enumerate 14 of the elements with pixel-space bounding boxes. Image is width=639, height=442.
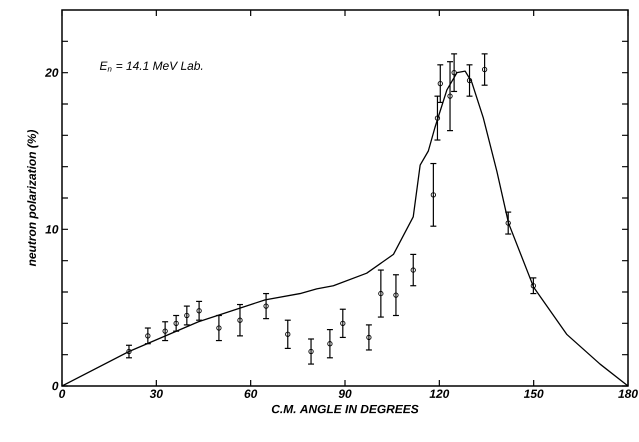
x-axis-title: C.M. ANGLE IN DEGREES [272, 404, 419, 414]
x-tick-label: 60 [244, 390, 258, 398]
y-tick-label: 0 [52, 382, 58, 390]
x-tick-label: 0 [59, 390, 66, 398]
point [126, 348, 132, 354]
x-tick-label: 120 [430, 390, 450, 398]
y-axis-title: neutron polarization (%) [27, 130, 38, 266]
x-tick-label: 90 [338, 390, 352, 398]
x-tick-label: 180 [618, 390, 638, 398]
x-tick-label: 30 [150, 390, 163, 398]
annotation: E$_{n}$ = 14.1 MeV Lab. [100, 61, 202, 72]
x-tick-label: 150 [524, 390, 544, 398]
y-tick-label: 20 [44, 68, 58, 77]
y-tick-label: 10 [45, 225, 58, 234]
